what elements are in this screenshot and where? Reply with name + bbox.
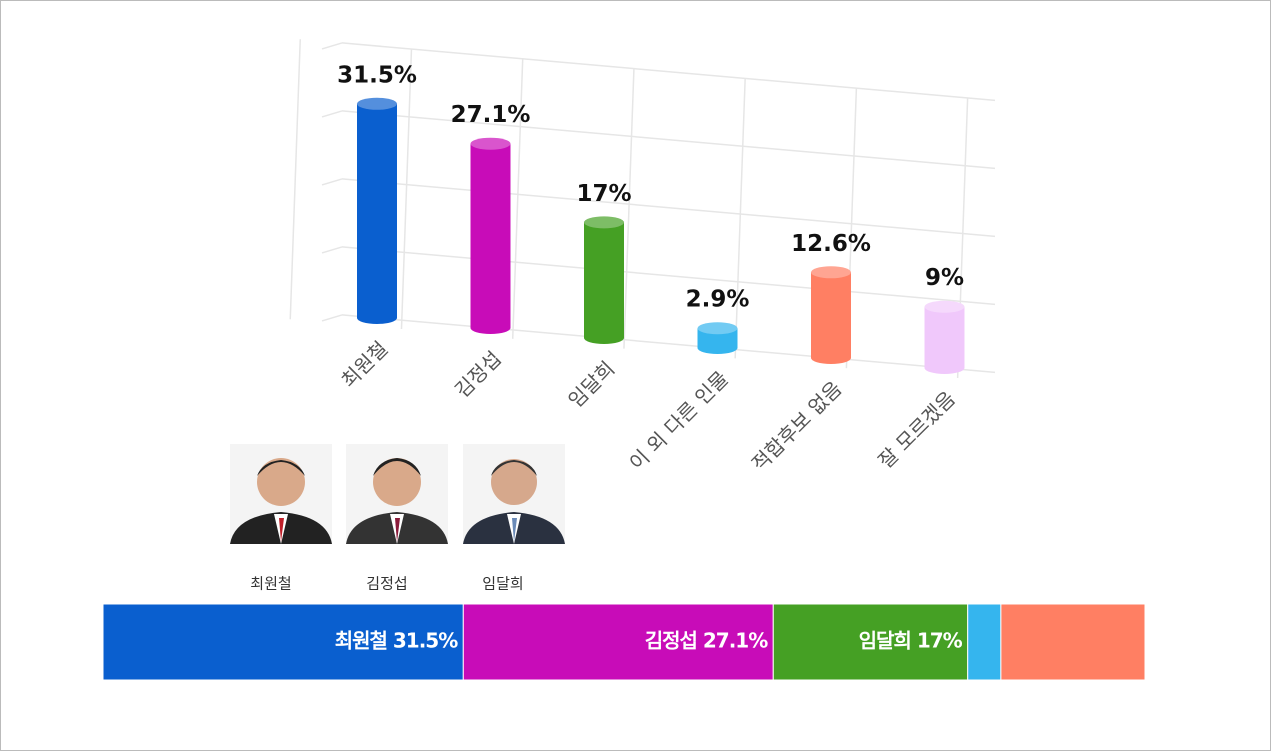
grid-line <box>341 42 996 102</box>
bar <box>811 272 851 364</box>
grid-line <box>341 178 996 238</box>
grid-divider <box>289 39 301 320</box>
bar-top <box>697 322 738 335</box>
grid-divider <box>734 78 746 359</box>
bar-top <box>924 300 965 313</box>
grid-line-side <box>321 178 343 186</box>
bar-top <box>357 97 397 110</box>
bar-segment <box>1000 603 1146 681</box>
grid-line-side <box>321 314 343 322</box>
grid-divider <box>511 58 524 339</box>
bar <box>470 143 511 334</box>
bar <box>924 306 965 374</box>
photo <box>230 444 332 544</box>
value-label: 2.9% <box>686 287 750 313</box>
photo <box>346 444 448 544</box>
grid-line-side <box>321 110 343 118</box>
value-label: 12.6% <box>791 231 871 257</box>
bar <box>357 103 397 324</box>
segment-label: 김정섭 27.1% <box>645 629 769 653</box>
value-label: 31.5% <box>337 62 417 88</box>
photos <box>230 444 565 544</box>
grid-line <box>341 314 996 374</box>
bar-segment <box>462 603 774 681</box>
bar-segment <box>772 603 969 681</box>
grid-line <box>341 246 996 306</box>
segment-label: 최원철 31.5% <box>335 629 459 653</box>
bar-segment <box>102 603 464 681</box>
photo <box>463 444 565 544</box>
bar-top <box>470 137 511 150</box>
photo-caption: 최원철 <box>250 575 291 593</box>
bar-top <box>811 266 851 279</box>
bar <box>584 222 624 344</box>
bar-segment <box>967 603 1002 681</box>
grid-line <box>341 110 996 170</box>
bar <box>697 328 738 354</box>
grid-line-side <box>321 246 343 254</box>
photo-caption: 임달희 <box>482 575 523 593</box>
value-label: 27.1% <box>451 102 531 128</box>
grid-divider <box>623 68 635 349</box>
value-label: 17% <box>576 181 631 207</box>
photo-caption: 김정섭 <box>366 575 407 593</box>
grid-divider <box>400 49 413 330</box>
segment-label: 임달희 17% <box>859 629 963 653</box>
bar-top <box>584 216 624 229</box>
grid-line-side <box>321 42 343 50</box>
value-label: 9% <box>925 265 964 291</box>
